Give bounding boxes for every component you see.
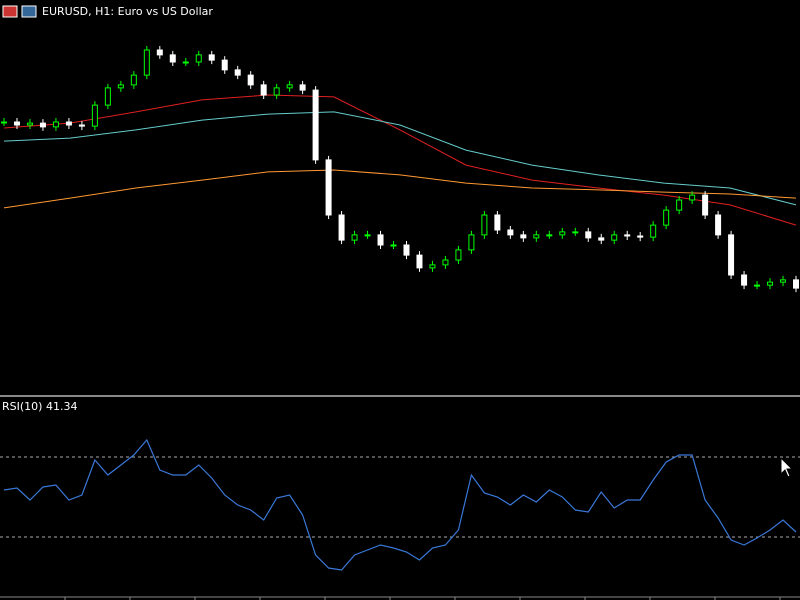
candle xyxy=(403,244,410,256)
candle xyxy=(689,194,696,201)
candle xyxy=(286,84,293,89)
candle xyxy=(585,231,592,239)
candle xyxy=(728,234,735,276)
candle xyxy=(26,122,33,126)
candle xyxy=(702,194,709,216)
moving-average xyxy=(3,169,797,209)
candle xyxy=(559,231,566,236)
candle xyxy=(455,249,462,261)
candle xyxy=(598,237,605,241)
candle xyxy=(325,159,332,216)
candle xyxy=(117,84,124,89)
candle xyxy=(572,231,579,234)
candle xyxy=(273,87,280,96)
candle xyxy=(169,54,176,63)
candle xyxy=(637,235,644,238)
candle xyxy=(78,124,85,127)
candle xyxy=(377,234,384,246)
candle xyxy=(754,284,761,287)
candle xyxy=(715,214,722,236)
candle xyxy=(156,49,163,56)
candle xyxy=(611,234,618,241)
candle xyxy=(442,259,449,266)
candle xyxy=(741,274,748,286)
candle xyxy=(533,234,540,239)
candle xyxy=(13,121,20,126)
candle xyxy=(390,244,397,247)
flag-icon xyxy=(2,5,18,18)
candle xyxy=(650,224,657,238)
moving-average xyxy=(3,94,797,226)
candle xyxy=(39,122,46,128)
candle xyxy=(767,281,774,286)
candle xyxy=(65,121,72,126)
candle xyxy=(481,214,488,236)
candle xyxy=(351,234,358,241)
moving-average xyxy=(3,111,797,206)
candle xyxy=(520,234,527,239)
candle xyxy=(195,54,202,63)
mouse-cursor xyxy=(780,456,794,478)
chart-title: EURUSD, H1: Euro vs US Dollar xyxy=(42,5,213,18)
candle xyxy=(676,199,683,211)
candle xyxy=(234,69,241,76)
candle xyxy=(494,214,501,231)
candle xyxy=(416,254,423,269)
candle xyxy=(208,54,215,61)
candle xyxy=(221,59,228,71)
chart-icon xyxy=(21,5,37,18)
candle xyxy=(1,121,7,124)
candle xyxy=(104,87,111,106)
rsi-line xyxy=(3,438,797,571)
candle xyxy=(507,229,514,236)
candle xyxy=(247,74,254,86)
candle xyxy=(364,234,371,237)
candle xyxy=(260,84,267,96)
candle xyxy=(312,89,319,161)
candle xyxy=(780,279,787,283)
candle xyxy=(546,234,553,237)
candle xyxy=(91,104,98,127)
candle xyxy=(429,264,436,269)
candle xyxy=(130,74,137,86)
candle xyxy=(338,214,345,241)
candle xyxy=(143,49,150,76)
candle xyxy=(663,209,670,226)
candle xyxy=(793,279,799,289)
candle xyxy=(624,234,631,237)
candle xyxy=(299,84,306,91)
candle xyxy=(52,121,59,128)
candle xyxy=(182,61,189,64)
candle xyxy=(468,234,475,251)
indicator-title: RSI(10) 41.34 xyxy=(2,400,77,413)
